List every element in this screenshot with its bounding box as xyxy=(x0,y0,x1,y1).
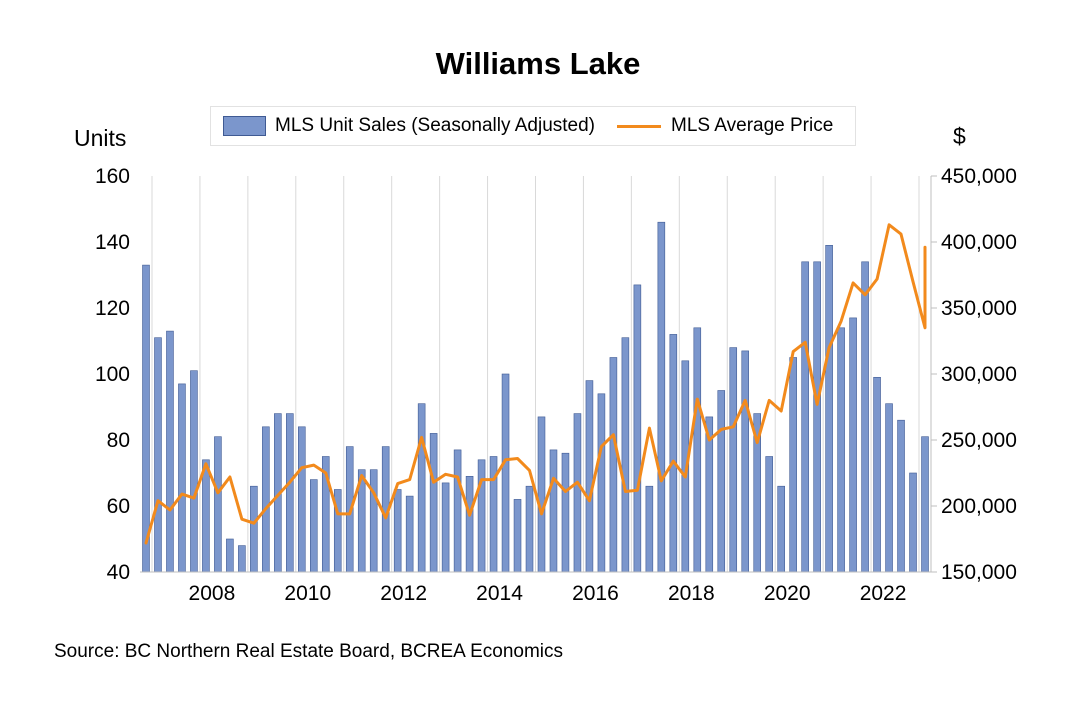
unit-sales-bar xyxy=(741,350,750,573)
unit-sales-bar xyxy=(214,436,222,573)
unit-sales-bar xyxy=(166,330,174,573)
right-axis-tick-label: 250,000 xyxy=(941,429,1017,452)
x-axis-tick-label: 2018 xyxy=(668,582,715,605)
x-axis-tick-label: 2020 xyxy=(764,582,811,605)
unit-sales-bar xyxy=(561,452,570,573)
left-axis-tick-label: 80 xyxy=(107,429,130,452)
unit-sales-bar xyxy=(861,261,869,573)
right-axis-tick-label: 150,000 xyxy=(941,561,1017,584)
unit-sales-bar xyxy=(310,479,318,573)
x-axis-tick-label: 2014 xyxy=(476,582,523,605)
unit-sales-bar xyxy=(537,416,546,573)
right-axis-tick-label: 350,000 xyxy=(941,297,1017,320)
unit-sales-bar xyxy=(190,370,198,573)
legend: MLS Unit Sales (Seasonally Adjusted) MLS… xyxy=(210,106,856,146)
left-axis-tick-label: 40 xyxy=(107,561,130,584)
unit-sales-bar xyxy=(597,393,606,573)
unit-sales-bar xyxy=(585,380,594,573)
unit-sales-bar xyxy=(729,347,738,573)
x-axis-tick-label: 2016 xyxy=(572,582,619,605)
unit-sales-bar xyxy=(669,334,678,573)
left-axis-tick-label: 100 xyxy=(95,363,130,386)
unit-sales-bar xyxy=(226,538,234,573)
left-axis-tick-label: 160 xyxy=(95,165,130,188)
legend-bar-swatch xyxy=(223,116,266,136)
right-axis-tick-label: 300,000 xyxy=(941,363,1017,386)
unit-sales-bar xyxy=(609,357,618,573)
unit-sales-bar xyxy=(405,495,414,573)
right-axis-tick-label: 450,000 xyxy=(941,165,1017,188)
unit-sales-bar xyxy=(801,261,809,573)
unit-sales-bar xyxy=(837,327,845,573)
unit-sales-bar xyxy=(298,426,306,573)
unit-sales-bar xyxy=(693,327,702,573)
unit-sales-bar xyxy=(154,337,162,573)
unit-sales-bar xyxy=(238,545,246,573)
x-axis-tick-label: 2022 xyxy=(860,582,907,605)
unit-sales-bar xyxy=(429,433,438,573)
unit-sales-bar xyxy=(657,221,666,573)
legend-bar-label: MLS Unit Sales (Seasonally Adjusted) xyxy=(275,115,595,136)
unit-sales-bar xyxy=(897,419,905,573)
unit-sales-bar xyxy=(369,469,378,573)
unit-sales-bar xyxy=(477,459,486,573)
left-axis-unit-label: Units xyxy=(74,125,127,151)
unit-sales-bar xyxy=(777,485,785,573)
unit-sales-bar xyxy=(513,499,522,573)
left-axis-tick-label: 60 xyxy=(107,495,130,518)
unit-sales-bar xyxy=(621,337,630,573)
legend-line-swatch xyxy=(617,124,661,128)
unit-sales-bar xyxy=(873,376,881,573)
right-axis-tick-label: 200,000 xyxy=(941,495,1017,518)
unit-sales-bar xyxy=(453,449,462,573)
left-axis-tick-label: 120 xyxy=(95,297,130,320)
legend-item-unit-sales: MLS Unit Sales (Seasonally Adjusted) xyxy=(211,115,595,137)
unit-sales-bar xyxy=(765,456,773,573)
unit-sales-bar xyxy=(262,426,270,573)
unit-sales-bar xyxy=(178,383,186,573)
unit-sales-bar xyxy=(645,485,654,573)
unit-sales-bar xyxy=(921,436,929,573)
unit-sales-bar xyxy=(142,264,150,573)
unit-sales-bar xyxy=(441,482,450,573)
x-axis-tick-label: 2012 xyxy=(380,582,427,605)
unit-sales-bar xyxy=(465,475,474,573)
chart-title: Williams Lake xyxy=(435,46,641,81)
unit-sales-bar xyxy=(573,413,582,573)
right-axis-tick-label: 400,000 xyxy=(941,231,1017,254)
unit-sales-bar xyxy=(202,459,210,573)
unit-sales-bar xyxy=(393,489,402,573)
right-axis-unit-label: $ xyxy=(953,123,966,149)
average-price-line xyxy=(144,223,927,545)
unit-sales-bar xyxy=(549,449,558,573)
legend-item-average-price: MLS Average Price xyxy=(595,115,833,137)
x-axis-tick-label: 2010 xyxy=(284,582,331,605)
unit-sales-bars xyxy=(142,221,929,573)
unit-sales-bar xyxy=(250,485,258,573)
average-price-series-line xyxy=(144,223,927,545)
legend-line-label: MLS Average Price xyxy=(671,115,834,136)
unit-sales-bar xyxy=(417,403,426,573)
unit-sales-bar xyxy=(849,317,857,573)
axes: 40 60 80 100 120 140 160 150,000 200,000 250,000 3… xyxy=(95,165,1017,605)
x-axis-tick-label: 2008 xyxy=(189,582,236,605)
unit-sales-bar xyxy=(633,284,642,573)
unit-sales-bar xyxy=(789,357,797,573)
unit-sales-bar xyxy=(717,390,726,573)
unit-sales-bar xyxy=(525,485,534,573)
unit-sales-bar xyxy=(909,472,917,573)
left-axis-tick-label: 140 xyxy=(95,231,130,254)
source-note: Source: BC Northern Real Estate Board, B… xyxy=(54,641,564,662)
unit-sales-bar xyxy=(813,261,821,573)
unit-sales-bar xyxy=(501,373,510,573)
grid-lines xyxy=(151,176,920,572)
unit-sales-bar xyxy=(825,245,833,573)
unit-sales-bar xyxy=(885,403,893,573)
unit-sales-bar xyxy=(286,413,294,573)
